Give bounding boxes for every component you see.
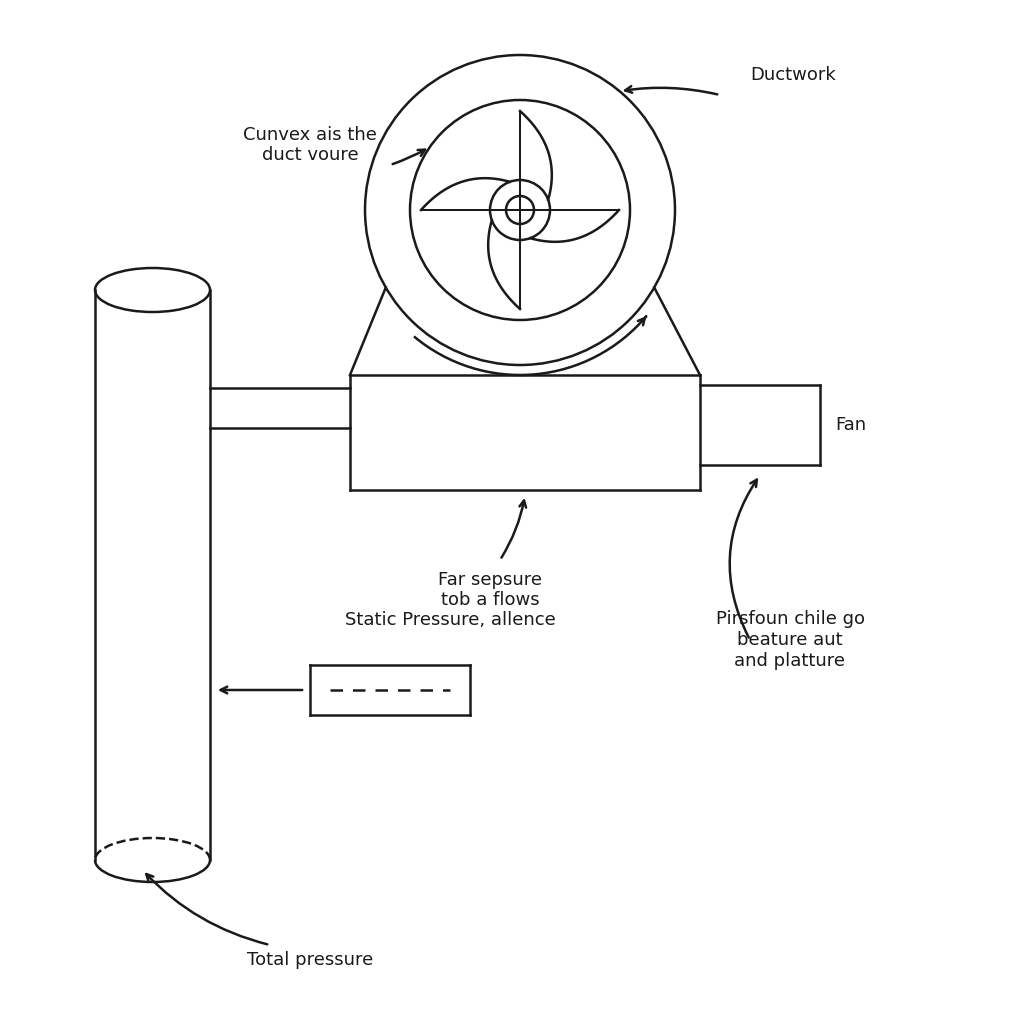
Text: Cunvex ais the
duct voure: Cunvex ais the duct voure xyxy=(243,126,377,165)
Text: Ductwork: Ductwork xyxy=(750,66,836,84)
Text: Pirsfoun chile go
beature aut
and platture: Pirsfoun chile go beature aut and plattu… xyxy=(716,610,864,670)
Text: Fan: Fan xyxy=(835,416,866,434)
Text: Total pressure: Total pressure xyxy=(247,951,373,969)
Text: Far sepsure
tob a flows: Far sepsure tob a flows xyxy=(438,570,542,609)
Text: Static Pressure, allence: Static Pressure, allence xyxy=(345,611,555,629)
